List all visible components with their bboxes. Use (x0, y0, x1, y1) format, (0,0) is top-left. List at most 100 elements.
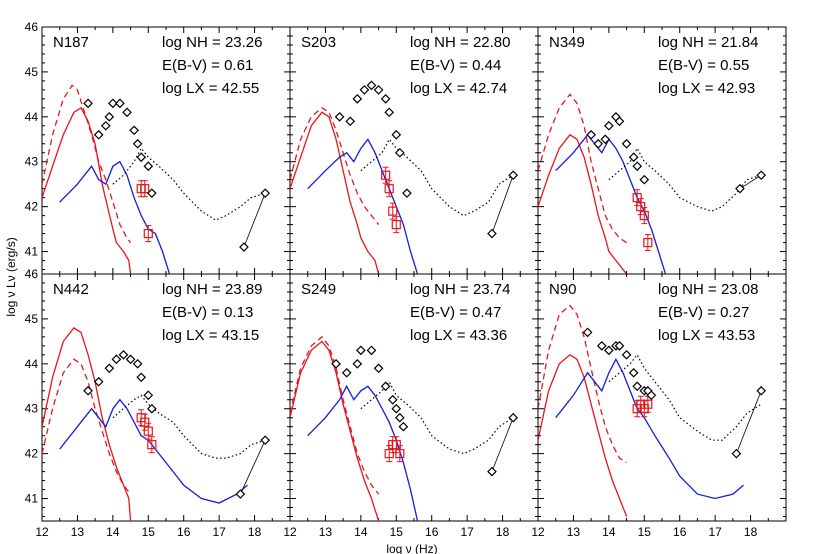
panel-annotation: log NH = 22.80 (410, 34, 510, 51)
xray-diamond-marker (756, 170, 767, 181)
panel-annotation: log LX = 42.74 (410, 80, 507, 97)
ir-diamond-marker (604, 120, 614, 131)
series-black-thin (739, 174, 762, 190)
x-tick-label: 13 (319, 525, 333, 539)
y-tick-label: 46 (25, 20, 39, 34)
photometry-square (395, 449, 405, 459)
ir-diamond-marker (136, 372, 147, 383)
ir-diamond-marker (380, 94, 391, 104)
photometry-square (639, 211, 649, 221)
y-tick-label: 42 (25, 447, 39, 461)
photometry-square (636, 202, 646, 212)
series-red-dashed (290, 106, 380, 226)
series-black-thin (491, 417, 514, 472)
y-tick-label: 41 (25, 245, 39, 259)
ir-diamond-marker (366, 345, 377, 356)
photometry-square (643, 399, 653, 409)
series-black-thin (243, 193, 266, 248)
photometry-square (384, 184, 394, 194)
xray-diamond-marker (260, 435, 271, 446)
series-red-dashed (290, 335, 380, 495)
x-tick-label: 16 (673, 525, 687, 539)
ir-diamond-marker (621, 349, 632, 360)
series-red-solid (290, 340, 380, 521)
ir-diamond-marker (341, 367, 352, 378)
ir-diamond-marker (104, 363, 115, 374)
ir-diamond-marker (387, 394, 398, 405)
series-blue-solid (307, 138, 419, 274)
ir-diamond-marker (146, 188, 157, 199)
x-tick-label: 13 (567, 525, 581, 539)
ir-diamond-marker (380, 381, 391, 392)
ir-diamond-marker (118, 349, 129, 360)
ir-diamond-marker (614, 116, 625, 127)
ir-diamond-marker (146, 403, 157, 414)
photometry-square (384, 449, 394, 459)
photometry-square (143, 228, 153, 239)
panel-annotation: log LX = 42.55 (162, 80, 259, 97)
series-red-solid (538, 353, 628, 517)
ir-diamond-marker (93, 376, 104, 387)
series-red-solid (538, 133, 628, 274)
ir-diamond-marker (352, 358, 363, 369)
series-red-dashed (538, 93, 627, 244)
panel-annotation: log NH = 21.84 (658, 34, 758, 51)
ir-diamond-marker (373, 363, 384, 374)
ir-diamond-marker (93, 129, 104, 140)
ir-diamond-marker (143, 161, 154, 172)
panel-annotation: log LX = 43.53 (658, 327, 755, 344)
xray-diamond-marker (508, 170, 519, 181)
x-tick-label: 16 (425, 525, 439, 539)
y-tick-label: 43 (25, 402, 39, 416)
ir-diamond-marker (83, 385, 93, 396)
x-tick-label: 12 (283, 525, 297, 539)
panel-annotation: log LX = 43.15 (162, 327, 259, 344)
panel-annotation: log NH = 23.26 (162, 34, 262, 51)
panel-annotation: E(B-V) = 0.13 (162, 304, 253, 321)
x-tick-label: 12 (35, 525, 49, 539)
series-black-thin (736, 390, 762, 454)
series-blue-solid (59, 398, 248, 504)
ir-diamond-marker (614, 341, 625, 351)
ir-diamond-marker (352, 94, 363, 104)
series-red-dashed (42, 358, 132, 495)
ir-diamond-marker (136, 152, 147, 163)
panel-n90: 12 13 14 15 16 17 18 N90 log NH = 23.08 E(B-V) = … (531, 273, 787, 539)
xray-diamond-marker (735, 183, 745, 194)
photometry-square (140, 417, 150, 427)
ir-diamond-marker (391, 129, 402, 140)
panel-annotation: E(B-V) = 0.44 (410, 57, 501, 74)
x-tick-label: 17 (708, 525, 722, 539)
series-red-dashed (538, 304, 627, 464)
xray-diamond-marker (487, 466, 497, 477)
series-blue-solid (555, 357, 744, 500)
photometry-square (143, 426, 153, 436)
x-axis-label: log ν (Hz) (386, 542, 437, 554)
panel-annotation: E(B-V) = 0.55 (658, 57, 749, 74)
ir-diamond-marker (132, 358, 143, 369)
xray-diamond-marker (508, 412, 519, 423)
panel-n442: 41 42 43 44 45 46 12 13 14 15 16 17 18 N442 log NH = 2… (25, 267, 291, 539)
y-tick-label: 46 (25, 267, 39, 281)
x-tick-label: 13 (71, 525, 85, 539)
panel-annotation: log NH = 23.89 (162, 281, 262, 298)
ir-diamond-marker (334, 111, 345, 122)
y-tick-label: 43 (25, 155, 39, 169)
photometry-square (388, 206, 398, 216)
panel-annotation: log LX = 42.93 (658, 80, 755, 97)
series-black-dotted (360, 380, 514, 455)
ir-diamond-marker (122, 107, 132, 118)
panel-s249: 12 13 14 15 16 17 18 S249 log NH = 23.74 E(B-V) =… (283, 273, 539, 539)
photometry-square (632, 193, 642, 203)
xray-diamond-marker (235, 489, 246, 499)
y-tick-label: 45 (25, 312, 39, 326)
ir-diamond-marker (384, 107, 395, 118)
xray-diamond-marker (260, 188, 271, 199)
ir-diamond-marker (111, 354, 122, 365)
ir-diamond-marker (600, 134, 611, 145)
ir-diamond-marker (143, 390, 154, 401)
ir-diamond-marker (398, 421, 409, 432)
ir-diamond-marker (394, 412, 405, 423)
photometry-square (391, 220, 401, 230)
